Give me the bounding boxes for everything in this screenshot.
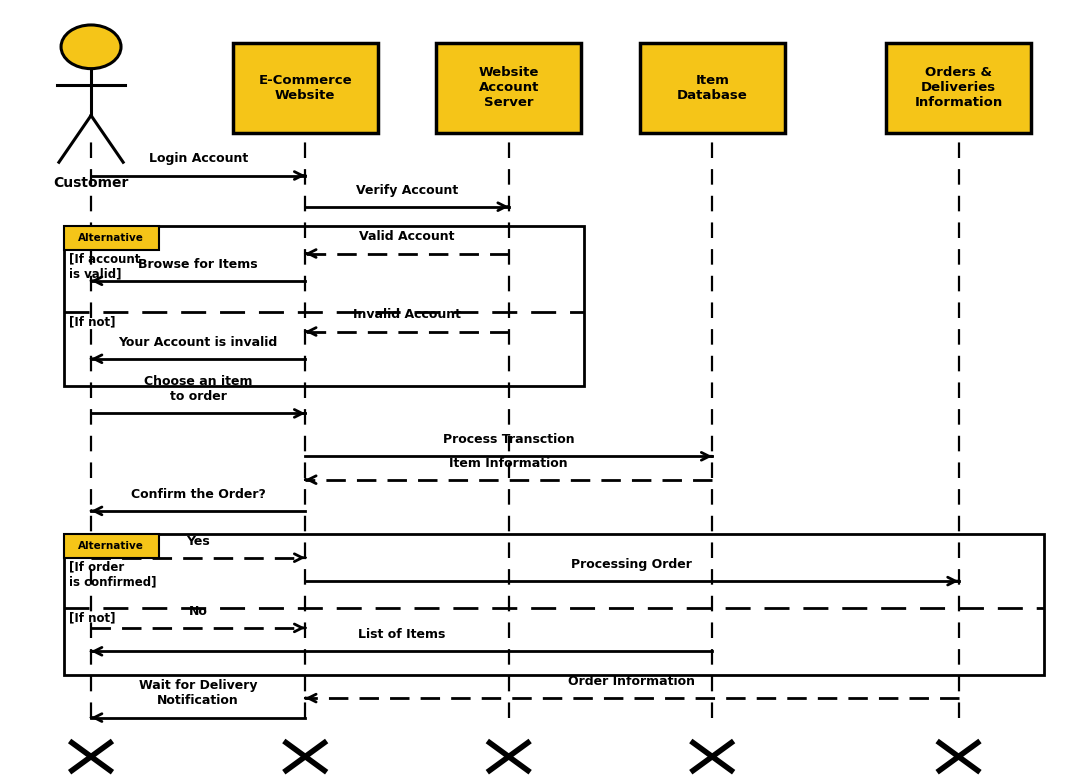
Text: Processing Order: Processing Order bbox=[572, 558, 692, 571]
Text: Wait for Delivery
Notification: Wait for Delivery Notification bbox=[139, 679, 257, 707]
Text: List of Items: List of Items bbox=[358, 628, 446, 641]
Text: No: No bbox=[188, 604, 208, 618]
Text: Valid Account: Valid Account bbox=[359, 230, 455, 243]
Text: Your Account is invalid: Your Account is invalid bbox=[119, 335, 277, 349]
Text: Customer: Customer bbox=[54, 176, 129, 190]
Text: Item Information: Item Information bbox=[450, 456, 568, 470]
Text: [If account
is valid]: [If account is valid] bbox=[69, 253, 140, 281]
Text: Invalid Account: Invalid Account bbox=[353, 308, 461, 321]
Text: Yes: Yes bbox=[186, 534, 210, 548]
Text: Process Transction: Process Transction bbox=[443, 433, 574, 446]
Text: Orders &
Deliveries
Information: Orders & Deliveries Information bbox=[915, 66, 1002, 109]
Text: Alternative: Alternative bbox=[78, 541, 145, 551]
Text: [If order
is confirmed]: [If order is confirmed] bbox=[69, 561, 156, 589]
Text: Order Information: Order Information bbox=[569, 675, 695, 688]
Text: Choose an item
to order: Choose an item to order bbox=[144, 375, 253, 403]
Text: Browse for Items: Browse for Items bbox=[138, 257, 258, 271]
Text: E-Commerce
Website: E-Commerce Website bbox=[258, 74, 352, 101]
Text: Verify Account: Verify Account bbox=[356, 183, 458, 197]
FancyBboxPatch shape bbox=[640, 43, 784, 133]
Text: [If not]: [If not] bbox=[69, 315, 115, 328]
Text: [If not]: [If not] bbox=[69, 612, 115, 625]
Text: Confirm the Order?: Confirm the Order? bbox=[131, 488, 266, 501]
Text: Alternative: Alternative bbox=[78, 233, 145, 243]
Text: Website
Account
Server: Website Account Server bbox=[479, 66, 539, 109]
FancyBboxPatch shape bbox=[64, 226, 159, 250]
Text: Item
Database: Item Database bbox=[677, 74, 748, 101]
Circle shape bbox=[61, 25, 121, 69]
FancyBboxPatch shape bbox=[887, 43, 1031, 133]
Text: Login Account: Login Account bbox=[149, 152, 247, 165]
FancyBboxPatch shape bbox=[437, 43, 580, 133]
FancyBboxPatch shape bbox=[64, 534, 159, 558]
FancyBboxPatch shape bbox=[232, 43, 377, 133]
